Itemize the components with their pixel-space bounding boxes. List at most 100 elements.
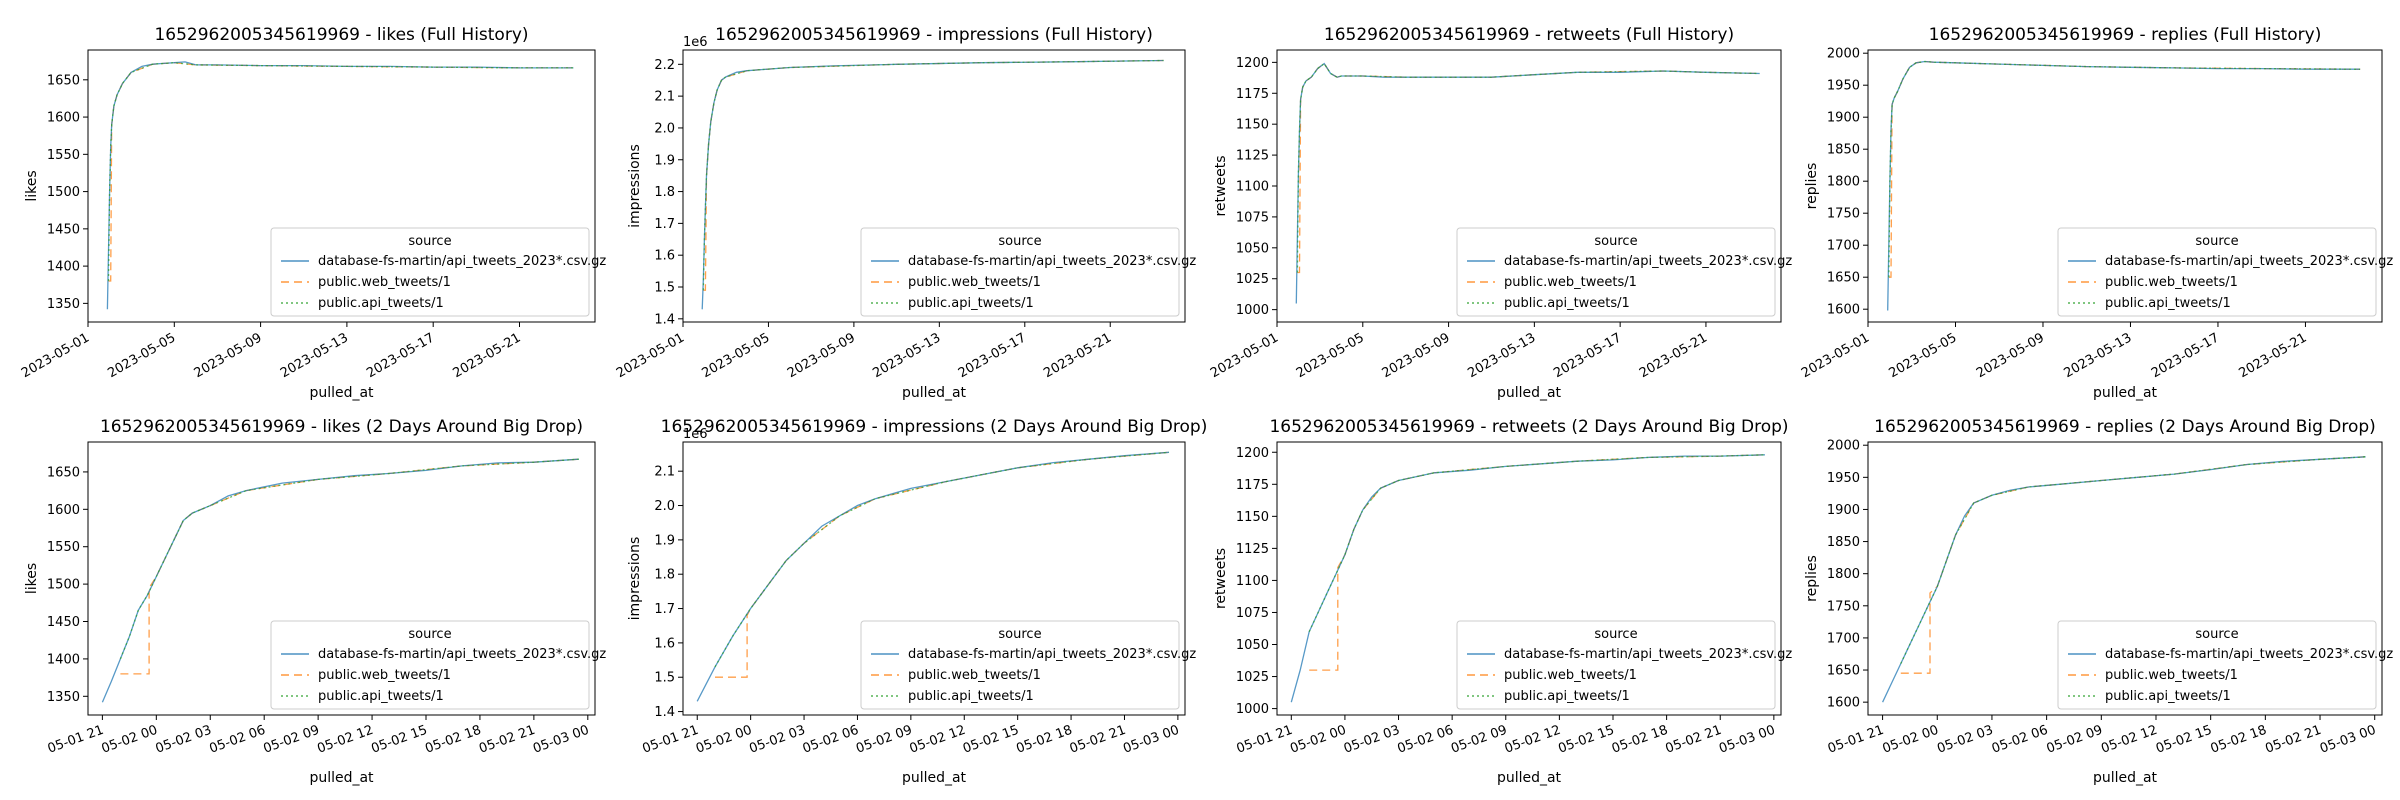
series-line-3 [1900, 456, 2366, 664]
legend-entry: public.web_tweets/1 [2105, 668, 2238, 683]
y-tick-label: 1175 [1236, 87, 1269, 102]
axes-frame [682, 49, 1186, 323]
legend-box [2057, 620, 2377, 710]
y-tick-label: 1400 [47, 652, 80, 667]
legend-title: source [2195, 627, 2238, 642]
y-tick-label: 1000 [1236, 702, 1269, 717]
y-tick-label: 1.9 [654, 153, 675, 168]
series-line-1 [696, 451, 1170, 702]
legend-entry: public.web_tweets/1 [2105, 275, 2238, 290]
legend-entry: public.api_tweets/1 [1504, 689, 1630, 704]
series-group [1290, 454, 1765, 703]
y-tick-label: 1600 [47, 111, 80, 126]
legend-entry: public.api_tweets/1 [318, 689, 444, 704]
legend-title: source [2195, 234, 2238, 249]
legend-entry: database-fs-martin/api_tweets_2023*.csv.… [908, 254, 1196, 269]
y-tick-label: 2.0 [654, 121, 675, 136]
series-line-3 [714, 451, 1170, 668]
series-group [101, 458, 579, 703]
y-tick-label: 1.8 [654, 185, 675, 200]
legend-title: source [998, 234, 1041, 249]
series-line-3 [1308, 454, 1765, 632]
legend-entry: public.api_tweets/1 [2105, 689, 2231, 704]
legend-title: source [408, 627, 451, 642]
series-line-3 [702, 59, 1164, 291]
y-tick-label: 1350 [47, 297, 80, 312]
y-tick-label: 1500 [47, 185, 80, 200]
y-tick-label: 1850 [1827, 535, 1860, 550]
x-axis-label: pulled_at [2093, 770, 2158, 786]
subplot-grid: 1652962005345619969 - likes (Full Histor… [19, 25, 2393, 786]
chart-title: 1652962005345619969 - likes (Full Histor… [154, 25, 528, 45]
y-tick-label: 1125 [1236, 149, 1269, 164]
y-axis-label: impressions [627, 537, 643, 621]
y-tick-label: 1550 [47, 540, 80, 555]
y-tick-label: 1050 [1236, 638, 1269, 653]
y-tick-label: 1600 [1827, 303, 1860, 318]
y-axis-label: replies [1804, 163, 1820, 210]
y-axis-label: retweets [1213, 155, 1229, 216]
y-tick-label: 1750 [1827, 599, 1860, 614]
series-group [106, 61, 574, 310]
legend-entry: public.web_tweets/1 [908, 668, 1041, 683]
x-axis-label: pulled_at [309, 385, 374, 401]
y-tick-label: 1075 [1236, 606, 1269, 621]
y-tick-label: 1900 [1827, 503, 1860, 518]
legend-title: source [408, 234, 451, 249]
legend-title: source [1594, 627, 1637, 642]
legend-box [1456, 227, 1776, 317]
legend: source database-fs-martin/api_tweets_2023… [270, 227, 606, 317]
y-tick-label: 2000 [1827, 47, 1860, 62]
subplot-6: 1652962005345619969 - impressions (2 Day… [627, 417, 1207, 786]
y-axis-label: likes [24, 170, 40, 201]
legend-entry: public.web_tweets/1 [1504, 668, 1637, 683]
legend-box [270, 620, 590, 710]
y-tick-label: 1025 [1236, 670, 1269, 685]
legend-entry: public.web_tweets/1 [1504, 275, 1637, 290]
chart-title: 1652962005345619969 - replies (2 Days Ar… [1874, 417, 2376, 437]
series-group [701, 59, 1164, 310]
y-tick-label: 1650 [1827, 664, 1860, 679]
y-tick-label: 1450 [47, 615, 80, 630]
legend: source database-fs-martin/api_tweets_2023… [1456, 227, 1792, 317]
y-tick-label: 1950 [1827, 79, 1860, 94]
chart-title: 1652962005345619969 - retweets (Full His… [1324, 25, 1734, 45]
legend-box [270, 227, 590, 317]
legend-entry: public.web_tweets/1 [318, 668, 451, 683]
chart-title: 1652962005345619969 - replies (Full Hist… [1929, 25, 2322, 45]
axes-frame [1867, 49, 2383, 323]
y-tick-label: 1100 [1236, 574, 1269, 589]
y-tick-label: 1600 [47, 503, 80, 518]
legend-entry: database-fs-martin/api_tweets_2023*.csv.… [1504, 647, 1792, 662]
chart-title: 1652962005345619969 - impressions (Full … [715, 25, 1153, 45]
legend: source database-fs-martin/api_tweets_2023… [860, 227, 1196, 317]
y-tick-label: 1.9 [654, 533, 675, 548]
x-axis-label: pulled_at [902, 385, 967, 401]
y-tick-label: 1.5 [654, 281, 675, 296]
series-line-3 [1888, 60, 2361, 278]
y-tick-label: 1650 [1827, 271, 1860, 286]
axes-frame [682, 441, 1186, 716]
legend-entry: database-fs-martin/api_tweets_2023*.csv.… [908, 647, 1196, 662]
y-axis-label: replies [1804, 555, 1820, 602]
y-tick-label: 1.7 [654, 602, 675, 617]
axes-frame [87, 441, 596, 716]
legend-box [860, 227, 1180, 317]
y-offset-label: 1e6 [683, 35, 708, 50]
legend-box [860, 620, 1180, 710]
y-tick-label: 2.1 [654, 465, 675, 480]
legend-entry: public.api_tweets/1 [908, 296, 1034, 311]
y-tick-label: 1075 [1236, 210, 1269, 225]
y-tick-label: 2.1 [654, 90, 675, 105]
y-tick-label: 1950 [1827, 471, 1860, 486]
series-line-3 [107, 62, 574, 282]
legend-title: source [1594, 234, 1637, 249]
y-tick-label: 1650 [47, 73, 80, 88]
x-axis-label: pulled_at [902, 770, 967, 786]
legend-entry: database-fs-martin/api_tweets_2023*.csv.… [2105, 647, 2393, 662]
legend-entry: public.api_tweets/1 [318, 296, 444, 311]
x-axis-label: pulled_at [2093, 385, 2158, 401]
y-tick-label: 1700 [1827, 239, 1860, 254]
y-tick-label: 1175 [1236, 478, 1269, 493]
